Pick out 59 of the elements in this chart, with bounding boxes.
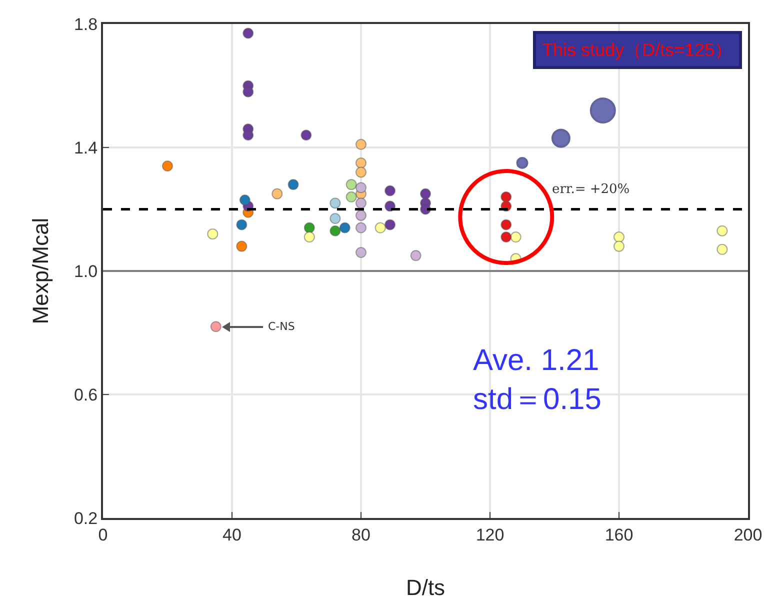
point [339,222,350,234]
point [239,194,250,206]
point [716,244,728,255]
point [346,191,357,202]
y-tick-label: 0.2 [74,508,98,528]
point [356,138,366,150]
point [356,157,366,168]
x-tick-label: 80 [352,525,370,544]
x-tick-label: 120 [476,525,504,544]
ref-line-label: err.= +20% [552,182,630,197]
point [330,213,341,224]
point [304,222,315,234]
x-tick-label: 160 [604,525,634,544]
annotation: Ave. 1.21 std＝0.15 [473,344,602,416]
point [242,28,254,39]
point [510,232,522,243]
x-tick-label: 40 [222,525,242,544]
point [162,160,173,172]
point [356,210,366,221]
point [210,321,222,332]
point [207,228,218,240]
x-tick-label: 0 [98,525,108,544]
point [356,166,366,178]
point [356,182,366,194]
point [384,219,396,230]
point [288,179,299,190]
point [614,240,624,252]
point [242,130,254,141]
point [242,86,254,98]
x-axis-title: D/ts [406,575,446,600]
point [236,240,248,252]
x-tick-label: 200 [734,525,762,544]
point [330,225,341,236]
point [384,185,396,196]
point [330,198,341,209]
point [420,188,431,200]
annotation: This study（D/ts=125） [542,40,733,60]
annotation: C-NS [268,320,295,333]
y-axis-title: Mexp/Mcal [28,218,53,324]
point [304,232,315,243]
point [614,232,624,243]
point [236,219,248,230]
y-tick-label: 1.0 [74,262,98,281]
point [356,222,366,234]
y-tick-label: 1.8 [74,14,98,34]
y-tick-label: 1.4 [74,138,98,158]
point [500,191,512,202]
point [410,250,422,262]
point [384,200,396,212]
point [272,188,283,200]
point [346,179,357,190]
y-tick-label: 0.6 [74,385,98,404]
point [500,232,512,243]
point [356,198,366,209]
point [300,130,312,141]
point [356,246,366,258]
point [716,225,728,236]
point [500,219,512,230]
point [374,222,386,234]
